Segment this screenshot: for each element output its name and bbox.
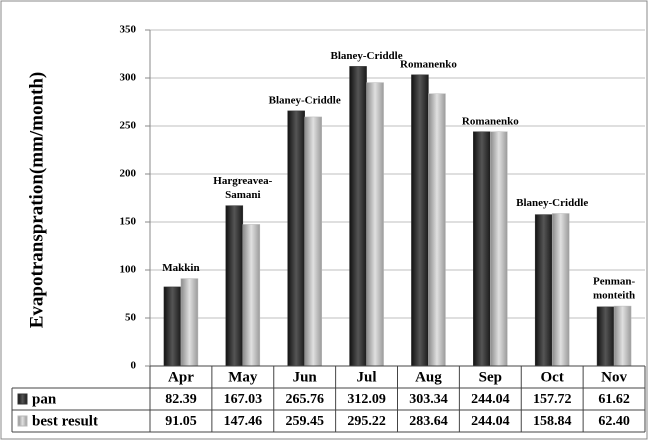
table-value: 303.34	[409, 392, 448, 407]
table-value: 283.64	[409, 414, 448, 429]
table-value: 259.45	[285, 414, 324, 429]
y-tick-label: 300	[120, 72, 137, 84]
table-value: 312.09	[347, 392, 386, 407]
bar	[163, 286, 182, 367]
y-tick-label: 50	[125, 312, 137, 324]
bar	[242, 224, 261, 367]
x-tick-label: Oct	[541, 369, 564, 385]
bar	[473, 131, 491, 367]
annotation: Hargreavea-	[213, 175, 272, 187]
bar	[551, 213, 570, 367]
table-value: 158.84	[533, 414, 572, 429]
annotation: Penman-	[593, 276, 636, 288]
x-tick-label: May	[228, 369, 258, 385]
bar	[366, 82, 384, 367]
bar	[534, 214, 553, 367]
bar	[428, 93, 446, 367]
y-tick-label: 250	[120, 120, 137, 132]
annotation: Blaney-Criddle	[516, 197, 588, 209]
table-value: 91.05	[165, 414, 197, 429]
table-value: 62.40	[598, 414, 630, 429]
table-value: 265.76	[285, 392, 324, 407]
annotation: Makkin	[162, 262, 199, 274]
x-tick-label: Jun	[293, 369, 318, 385]
table-value: 157.72	[533, 392, 572, 407]
bar	[411, 74, 429, 367]
x-tick-label: Apr	[168, 369, 194, 385]
y-tick-label: 350	[120, 24, 137, 36]
table-value: 167.03	[224, 392, 263, 407]
bar	[613, 305, 632, 367]
bar	[349, 66, 367, 367]
table-value: 147.46	[224, 414, 263, 429]
y-axis-label: Evapotranspration(mm/month)	[26, 72, 47, 329]
x-tick-label: Nov	[601, 369, 627, 385]
y-tick-label: 150	[120, 216, 137, 228]
legend-label: pan	[32, 391, 57, 407]
x-tick-label: Aug	[415, 369, 442, 385]
annotation: monteith	[593, 290, 635, 302]
bar	[287, 110, 305, 367]
x-tick-label: Sep	[479, 369, 502, 385]
legend-label: best result	[32, 413, 98, 429]
y-tick-label: 0	[131, 360, 137, 372]
bar	[596, 306, 615, 367]
table-value: 295.22	[347, 414, 386, 429]
bar	[490, 131, 508, 367]
y-tick-label: 100	[120, 264, 137, 276]
table-value: 244.04	[471, 414, 510, 429]
bar	[304, 116, 322, 367]
annotation: Romanenko	[400, 58, 457, 70]
table-value: 61.62	[598, 392, 630, 407]
annotation: Blaney-Criddle	[331, 50, 403, 62]
table-value: 244.04	[471, 392, 510, 407]
annotation: Romanenko	[462, 115, 519, 127]
annotation: Blaney-Criddle	[269, 94, 341, 106]
bar	[225, 205, 244, 367]
annotation: Samani	[225, 189, 260, 201]
y-tick-label: 200	[120, 168, 137, 180]
legend-swatch	[17, 415, 28, 427]
table-value: 82.39	[165, 392, 197, 407]
bar	[180, 278, 199, 367]
legend-swatch	[17, 393, 28, 405]
x-tick-label: Jul	[357, 369, 377, 385]
